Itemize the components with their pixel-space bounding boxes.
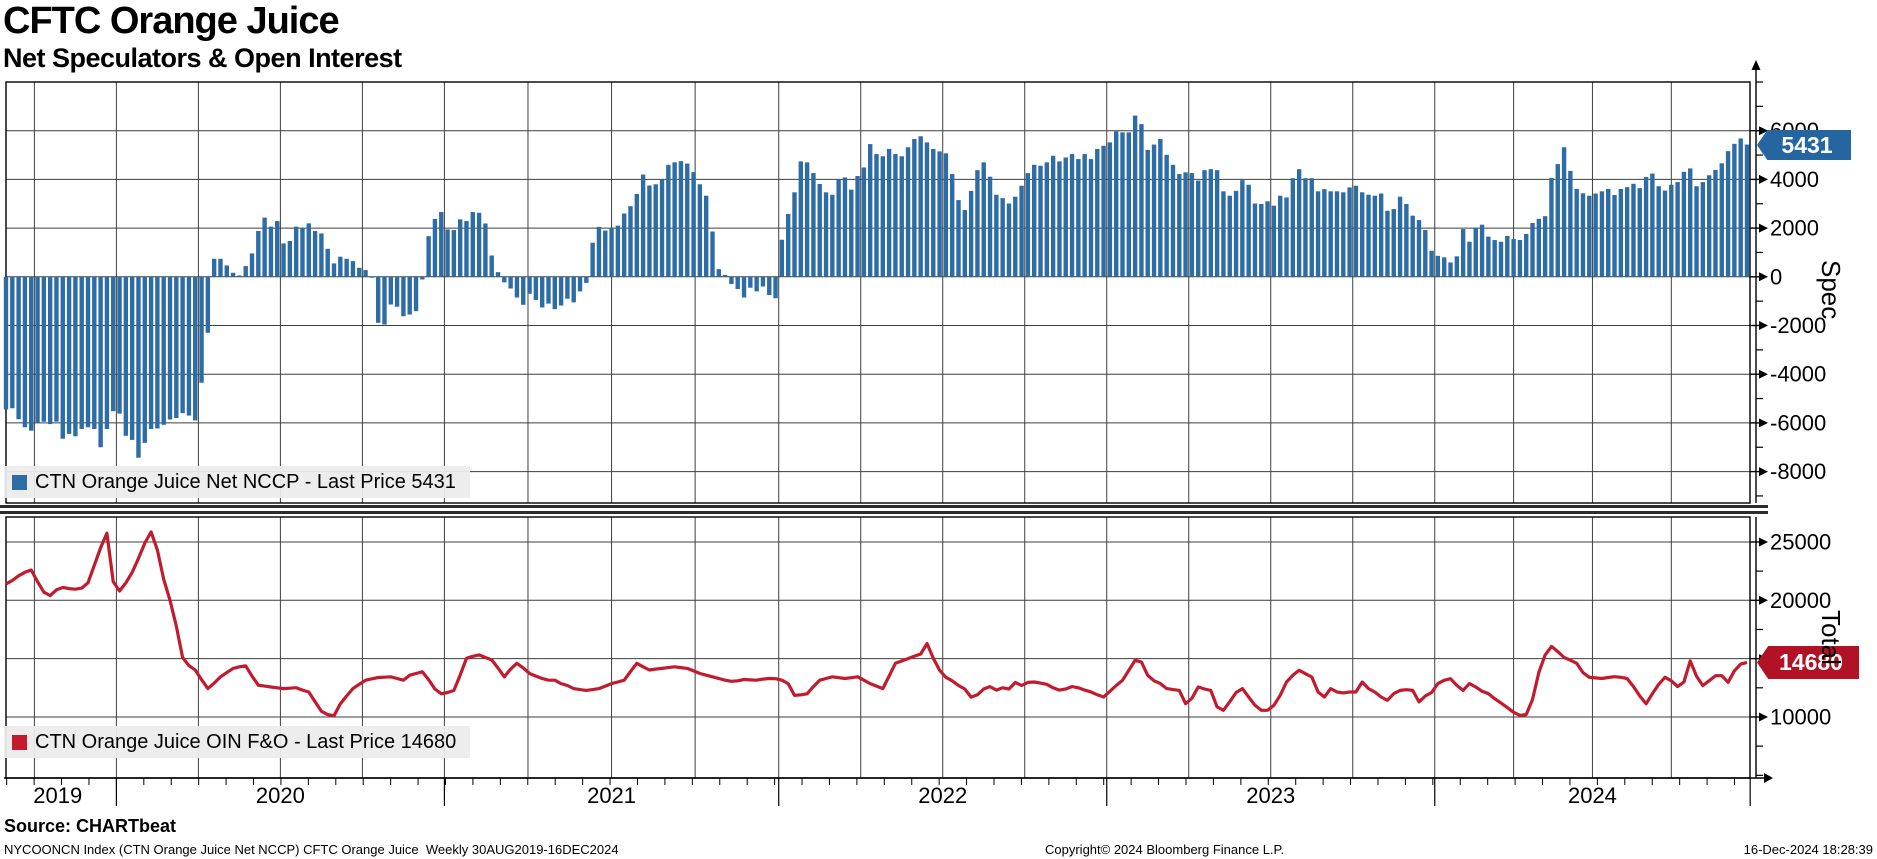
panel-separator (0, 505, 1768, 514)
legend-swatch-bar-icon (12, 474, 27, 490)
axis-label-total: Total (1816, 610, 1846, 665)
svg-text:-6000: -6000 (1770, 410, 1826, 435)
svg-text:2024: 2024 (1568, 783, 1617, 808)
footer-copyright: Copyright© 2024 Bloomberg Finance L.P. (1045, 842, 1285, 857)
svg-text:2000: 2000 (1770, 216, 1819, 241)
svg-text:-8000: -8000 (1770, 459, 1826, 484)
svg-text:-2000: -2000 (1770, 313, 1826, 338)
svg-text:-4000: -4000 (1770, 362, 1826, 387)
legend-net-nccp: CTN Orange Juice Net NCCP - Last Price 5… (4, 466, 470, 498)
svg-text:10000: 10000 (1770, 704, 1831, 729)
last-price-badge-spec: 5431 (1757, 130, 1851, 160)
legend-oin-label: CTN Orange Juice OIN F&O - Last Price 14… (35, 730, 457, 753)
legend-net-nccp-label: CTN Orange Juice Net NCCP - Last Price 5… (35, 470, 456, 493)
svg-text:20000: 20000 (1770, 588, 1831, 613)
page-title: CFTC Orange Juice (3, 0, 340, 42)
svg-text:25000: 25000 (1770, 529, 1831, 554)
axis-label-spec: Spec (1816, 260, 1846, 320)
legend-swatch-line-icon (12, 734, 27, 750)
svg-text:2020: 2020 (256, 783, 305, 808)
last-price-badge-total: 14680 (1757, 646, 1859, 679)
svg-text:2021: 2021 (587, 783, 636, 808)
panel-top: -8000-6000-4000-20000200040006000 (5, 60, 1826, 504)
x-axis: 2019 2020 2021 2022 2023 2024 (4, 773, 1773, 808)
footer-index-info: NYCOONCN Index (CTN Orange Juice Net NCC… (4, 842, 619, 857)
svg-text:0: 0 (1770, 264, 1782, 289)
legend-oin: CTN Orange Juice OIN F&O - Last Price 14… (4, 726, 471, 758)
footer-timestamp: 16-Dec-2024 18:28:39 (1743, 842, 1873, 857)
bar-series-net-nccp (3, 115, 1750, 458)
svg-text:2019: 2019 (33, 783, 82, 808)
svg-text:2023: 2023 (1246, 783, 1295, 808)
line-series-oin (5, 530, 1748, 718)
svg-text:2022: 2022 (918, 783, 967, 808)
svg-text:4000: 4000 (1770, 167, 1819, 192)
source-label: Source: CHARTbeat (4, 816, 177, 836)
page-subtitle: Net Speculators & Open Interest (3, 43, 402, 73)
